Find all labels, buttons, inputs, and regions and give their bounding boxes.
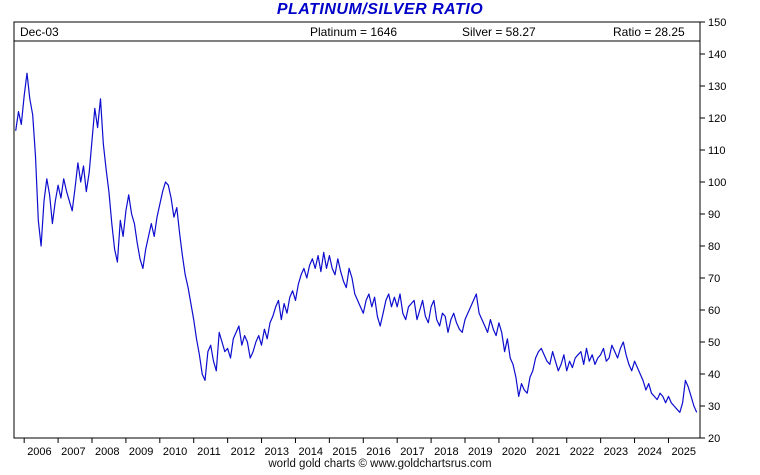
chart-title: PLATINUM/SILVER RATIO	[276, 1, 484, 18]
x-axis-tick-label: 2009	[129, 446, 153, 458]
y-axis-tick-label: 130	[708, 81, 726, 93]
header-platinum-value: Platinum = 1646	[310, 25, 398, 39]
x-axis-tick-label: 2006	[27, 446, 51, 458]
header-ratio-value: Ratio = 28.25	[613, 25, 685, 39]
y-axis-tick-label: 140	[708, 49, 726, 61]
x-axis-tick-label: 2012	[231, 446, 255, 458]
x-axis-tick-label: 2016	[366, 446, 390, 458]
y-axis-tick-label: 110	[708, 145, 726, 157]
y-axis-tick-label: 40	[708, 369, 720, 381]
x-axis-tick-label: 2014	[298, 446, 322, 458]
y-axis-tick-label: 100	[708, 177, 726, 189]
ratio-line-series	[15, 72, 698, 413]
y-axis-tick-label: 90	[708, 209, 720, 221]
y-axis-tick-label: 50	[708, 337, 720, 349]
x-axis-tick-label: 2019	[468, 446, 492, 458]
x-axis-tick-label: 2018	[434, 446, 458, 458]
y-axis-tick-label: 150	[708, 17, 726, 29]
y-axis-tick-label: 80	[708, 241, 720, 253]
x-axis-tick-label: 2017	[400, 446, 424, 458]
y-axis-tick-label: 60	[708, 305, 720, 317]
header-start-date-label: Dec-03	[20, 25, 59, 39]
x-axis-tick-label: 2025	[671, 446, 695, 458]
y-axis-tick-label: 120	[708, 113, 726, 125]
x-axis-tick-label: 2021	[536, 446, 560, 458]
x-axis-tick-label: 2008	[95, 446, 119, 458]
x-axis-tick-label: 2015	[332, 446, 356, 458]
y-axis-tick-label: 20	[708, 433, 720, 445]
x-axis-tick-label: 2023	[604, 446, 628, 458]
x-axis-tick-label: 2013	[265, 446, 289, 458]
y-axis-tick-label: 70	[708, 273, 720, 285]
x-axis-tick-label: 2011	[197, 446, 221, 458]
x-axis-tick-label: 2010	[163, 446, 187, 458]
x-axis-tick-label: 2020	[502, 446, 526, 458]
header-silver-value: Silver = 58.27	[462, 25, 536, 39]
y-axis-tick-label: 30	[708, 401, 720, 413]
x-axis-tick-label: 2022	[570, 446, 594, 458]
x-axis-tick-label: 2007	[61, 446, 85, 458]
chart-footer-attribution: world gold charts © www.goldchartsrus.co…	[268, 458, 492, 470]
x-axis-tick-label: 2024	[638, 446, 662, 458]
plot-border	[13, 21, 701, 439]
